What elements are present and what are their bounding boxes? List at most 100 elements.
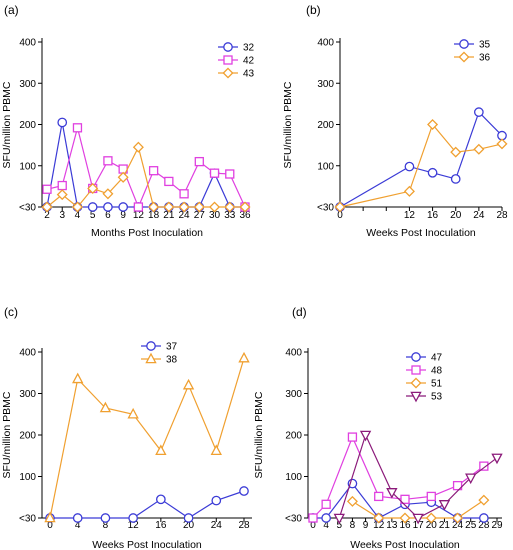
data-point xyxy=(102,188,114,200)
data-point xyxy=(478,494,490,506)
panel-b: (b) <30 100 200 300 400 0 12 16 20 24 28 Weeks Post … xyxy=(282,3,508,239)
data-point xyxy=(479,461,489,471)
y-tick-label: 400 xyxy=(317,38,334,49)
legend-label: 37 xyxy=(166,342,178,353)
x-tick-label: 4 xyxy=(75,210,81,221)
data-point xyxy=(163,201,175,213)
series-line-48 xyxy=(312,435,485,519)
data-point xyxy=(450,146,462,158)
x-tick-label: 2 xyxy=(44,210,50,221)
x-tick-label: 33 xyxy=(224,210,236,221)
legend-marker xyxy=(222,67,234,79)
y-axis-title: SFU/million PBMC xyxy=(253,391,265,478)
data-point xyxy=(155,444,167,456)
data-point xyxy=(346,495,358,507)
x-tick-label: 28 xyxy=(238,520,250,531)
data-point xyxy=(193,201,205,213)
x-tick-label: 24 xyxy=(452,520,464,531)
data-point xyxy=(334,201,346,213)
x-axis-title: Months Post Inoculation xyxy=(91,227,203,239)
data-point xyxy=(321,513,331,523)
x-tick-label: 16 xyxy=(427,210,439,221)
data-point xyxy=(404,161,415,172)
series-36 xyxy=(334,118,508,213)
data-point xyxy=(72,123,83,133)
x-tick-label: 36 xyxy=(239,210,251,221)
data-point xyxy=(56,189,68,201)
data-point xyxy=(224,201,236,213)
legend: 47 48 51 53 xyxy=(406,352,443,403)
y-tick-label: 200 xyxy=(19,431,36,442)
series-line-36 xyxy=(339,123,503,208)
data-point xyxy=(359,430,372,442)
legend-label: 51 xyxy=(431,379,443,390)
x-tick-label: 12 xyxy=(404,210,416,221)
data-point xyxy=(347,432,358,442)
data-point xyxy=(425,512,437,524)
x-tick-label: 20 xyxy=(450,210,462,221)
data-point xyxy=(132,141,144,153)
legend-label: 53 xyxy=(431,392,443,403)
data-point xyxy=(148,201,160,213)
data-point xyxy=(426,491,436,502)
data-point xyxy=(211,495,222,506)
y-tick-label: <30 xyxy=(19,203,36,214)
x-tick-label: 25 xyxy=(465,520,477,531)
x-tick-label: 24 xyxy=(179,210,191,221)
y-tick-label: 100 xyxy=(19,472,36,483)
x-tick-label: 18 xyxy=(148,210,160,221)
data-point xyxy=(127,407,139,419)
data-point xyxy=(194,156,204,167)
y-axis-title: SFU/million PBMC xyxy=(1,391,13,478)
data-point xyxy=(179,189,189,199)
y-tick-label: <30 xyxy=(19,514,36,525)
legend-marker xyxy=(410,377,422,389)
legend-marker xyxy=(223,42,233,52)
legend-marker xyxy=(458,51,470,63)
x-tick-label: 17 xyxy=(413,520,425,531)
x-tick-label: 28 xyxy=(496,210,508,221)
data-point xyxy=(438,500,451,511)
data-point xyxy=(473,143,485,155)
x-tick-label: 24 xyxy=(473,210,485,221)
legend-marker xyxy=(459,39,469,49)
x-tick-label: 27 xyxy=(194,210,206,221)
x-tick-label: 5 xyxy=(90,210,96,221)
panel-c: (c) <30 100 200 300 400 0 4 8 12 16 20 24 28 Weeks Pos… xyxy=(1,305,252,550)
data-point xyxy=(41,201,53,213)
x-tick-label: 12 xyxy=(373,520,385,531)
x-tick-label: 9 xyxy=(120,210,126,221)
series-37 xyxy=(45,486,249,523)
x-tick-label: 5 xyxy=(337,520,343,531)
data-point xyxy=(239,486,249,496)
data-point xyxy=(164,176,174,187)
legend-marker xyxy=(145,352,157,364)
legend-label: 42 xyxy=(243,56,255,67)
x-tick-label: 16 xyxy=(399,520,411,531)
data-point xyxy=(210,444,222,456)
data-point xyxy=(450,174,461,184)
data-point xyxy=(183,513,194,523)
legend-marker xyxy=(146,341,156,351)
y-tick-label: 400 xyxy=(285,348,302,359)
data-point xyxy=(87,202,98,212)
data-point xyxy=(452,480,463,491)
x-tick-label: 29 xyxy=(491,520,503,531)
data-point xyxy=(57,180,67,191)
y-tick-label: 300 xyxy=(285,389,302,400)
series-43 xyxy=(41,141,251,213)
legend-label: 43 xyxy=(243,69,255,80)
series-line-38 xyxy=(49,358,245,519)
data-point xyxy=(225,169,235,179)
data-point xyxy=(87,182,99,194)
panel-label: (b) xyxy=(306,3,321,17)
data-point xyxy=(42,184,52,194)
data-point xyxy=(72,372,84,384)
x-tick-label: 30 xyxy=(209,210,221,221)
x-tick-label: 20 xyxy=(183,520,195,531)
x-tick-label: 0 xyxy=(47,520,53,531)
legend-label: 32 xyxy=(243,43,255,54)
x-tick-label: 12 xyxy=(133,210,145,221)
x-tick-label: 8 xyxy=(350,520,356,531)
